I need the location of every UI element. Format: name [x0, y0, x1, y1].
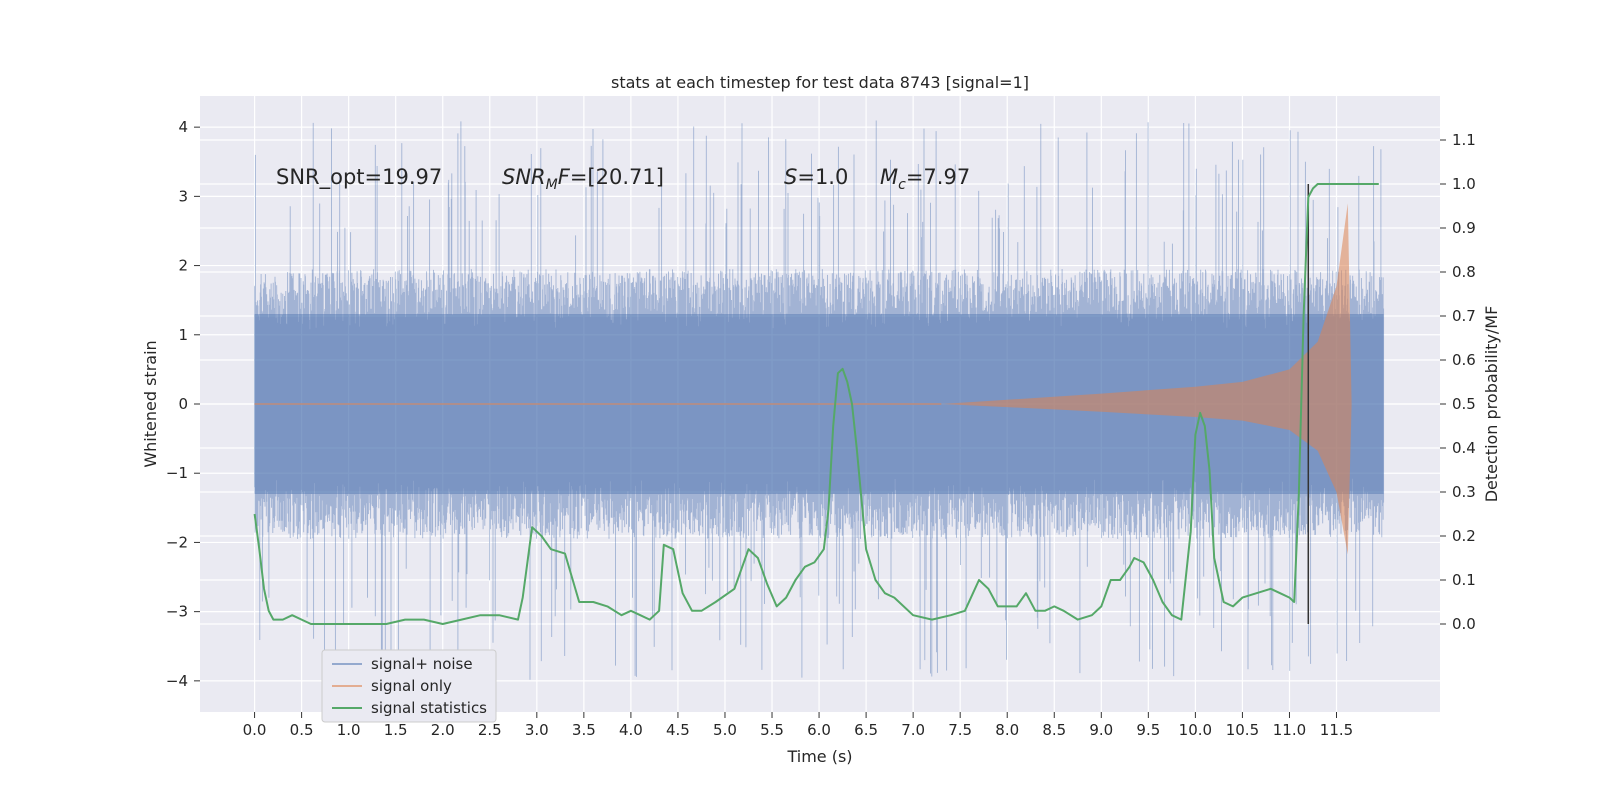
y-left-tick-label: 0 [178, 395, 188, 413]
y-right-tick-label: 0.3 [1452, 483, 1476, 501]
mc-subscript: c [898, 177, 906, 193]
y-right-tick-label: 1.0 [1452, 175, 1476, 193]
mc-value: =7.97 [906, 165, 970, 189]
plot-content [253, 120, 1385, 680]
y-right-tick-label: 0.6 [1452, 351, 1476, 369]
y-right-tick-label: 0.2 [1452, 527, 1476, 545]
x-tick-label: 9.5 [1136, 721, 1160, 739]
annotation-snr-mf: SNRMF=[20.71] [502, 165, 664, 193]
x-tick-label: 9.0 [1089, 721, 1113, 739]
s-label: S [784, 165, 797, 189]
y-left-tick-label: −1 [166, 464, 188, 482]
series-signal-only [941, 203, 1352, 555]
x-tick-label: 5.0 [713, 721, 737, 739]
x-tick-label: 8.0 [995, 721, 1019, 739]
snr-mf-value: =[20.71] [570, 165, 664, 189]
y-right-tick-label: 0.8 [1452, 263, 1476, 281]
x-tick-label: 3.5 [572, 721, 596, 739]
legend-label-signal-only: signal only [371, 677, 452, 695]
x-tick-label: 10.5 [1226, 721, 1259, 739]
snr-mf-subscript: M [546, 177, 558, 193]
legend-box [321, 649, 497, 723]
y-right-tick-label: 0.0 [1452, 615, 1476, 633]
y-left-tick-label: −4 [166, 672, 188, 690]
axes: 0.0 0.5 1.0 1.5 2.0 2.5 3.0 3.5 4.0 4.5 5.0 5.5 6.0 6… [166, 118, 1476, 739]
annotation-mc: Mc=7.97 [880, 165, 970, 193]
y-left-tick-label: 4 [178, 118, 188, 136]
y-left-tick-label: 1 [178, 326, 188, 344]
legend-label-signal-statistics: signal statistics [371, 699, 487, 717]
y-left-tick-label: 2 [178, 257, 188, 275]
chart-title: stats at each timestep for test data 874… [611, 73, 1029, 92]
x-tick-label: 11.5 [1320, 721, 1353, 739]
y-left-tick-label: −3 [166, 603, 188, 621]
legend: signal+ noise signal only signal statist… [321, 649, 497, 723]
x-tick-label: 2.0 [431, 721, 455, 739]
annotation-s: S=1.0 [784, 165, 848, 189]
x-tick-label: 4.5 [666, 721, 690, 739]
x-tick-label: 7.5 [948, 721, 972, 739]
snr-mf-label: SNR [502, 165, 546, 189]
mc-label: M [880, 165, 898, 189]
y-axis-label-right: Detection probability/MF [1482, 306, 1501, 503]
x-tick-label: 2.5 [478, 721, 502, 739]
y-right-tick-label: 0.4 [1452, 439, 1476, 457]
legend-label-signal-noise: signal+ noise [371, 655, 473, 673]
x-tick-label: 6.5 [854, 721, 878, 739]
x-tick-label: 3.0 [525, 721, 549, 739]
y-axis-label-left: Whitened strain [141, 340, 160, 467]
y-right-tick-label: 0.5 [1452, 395, 1476, 413]
y-right-tick-label: 0.7 [1452, 307, 1476, 325]
y-right-tick-label: 1.1 [1452, 131, 1476, 149]
snr-mf-f: F [558, 165, 571, 189]
x-tick-label: 7.0 [901, 721, 925, 739]
x-tick-label: 4.0 [619, 721, 643, 739]
x-tick-label: 8.5 [1042, 721, 1066, 739]
y-left-tick-label: 3 [178, 187, 188, 205]
s-value: =1.0 [797, 165, 848, 189]
y-right-tick-label: 0.1 [1452, 571, 1476, 589]
x-tick-label: 0.5 [290, 721, 314, 739]
x-tick-label: 11.0 [1273, 721, 1306, 739]
x-tick-label: 6.0 [807, 721, 831, 739]
annotations: SNR_opt=19.97 SNRMF=[20.71] S=1.0 Mc=7.9… [276, 165, 970, 193]
x-tick-label: 1.5 [384, 721, 408, 739]
y-right-tick-label: 0.9 [1452, 219, 1476, 237]
x-tick-label: 0.0 [243, 721, 267, 739]
x-axis-label: Time (s) [786, 747, 852, 766]
y-left-tick-label: −2 [166, 533, 188, 551]
series-signal-statistics [253, 183, 1379, 625]
annotation-snr-opt: SNR_opt=19.97 [276, 165, 442, 190]
x-tick-label: 5.5 [760, 721, 784, 739]
x-tick-label: 10.0 [1179, 721, 1212, 739]
x-tick-label: 1.0 [337, 721, 361, 739]
